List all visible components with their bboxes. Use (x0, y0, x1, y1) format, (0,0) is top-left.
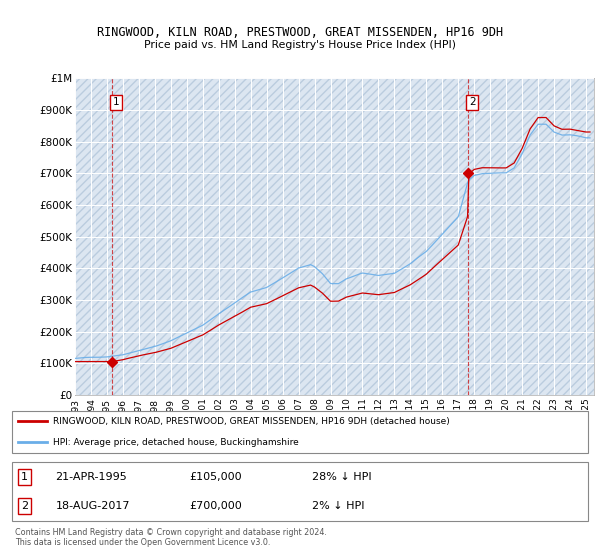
Text: 2% ↓ HPI: 2% ↓ HPI (311, 501, 364, 511)
Text: 1: 1 (113, 97, 119, 107)
Text: 28% ↓ HPI: 28% ↓ HPI (311, 472, 371, 482)
Text: £105,000: £105,000 (190, 472, 242, 482)
Text: 21-APR-1995: 21-APR-1995 (56, 472, 127, 482)
Text: Contains HM Land Registry data © Crown copyright and database right 2024.
This d: Contains HM Land Registry data © Crown c… (15, 528, 327, 547)
Text: 2: 2 (21, 501, 28, 511)
Text: £700,000: £700,000 (190, 501, 242, 511)
Text: HPI: Average price, detached house, Buckinghamshire: HPI: Average price, detached house, Buck… (53, 438, 298, 447)
Text: RINGWOOD, KILN ROAD, PRESTWOOD, GREAT MISSENDEN, HP16 9DH (detached house): RINGWOOD, KILN ROAD, PRESTWOOD, GREAT MI… (53, 417, 449, 426)
Text: Price paid vs. HM Land Registry's House Price Index (HPI): Price paid vs. HM Land Registry's House … (144, 40, 456, 50)
Text: RINGWOOD, KILN ROAD, PRESTWOOD, GREAT MISSENDEN, HP16 9DH: RINGWOOD, KILN ROAD, PRESTWOOD, GREAT MI… (97, 26, 503, 39)
Text: 2: 2 (469, 97, 476, 107)
Text: 18-AUG-2017: 18-AUG-2017 (56, 501, 130, 511)
Text: 1: 1 (21, 472, 28, 482)
